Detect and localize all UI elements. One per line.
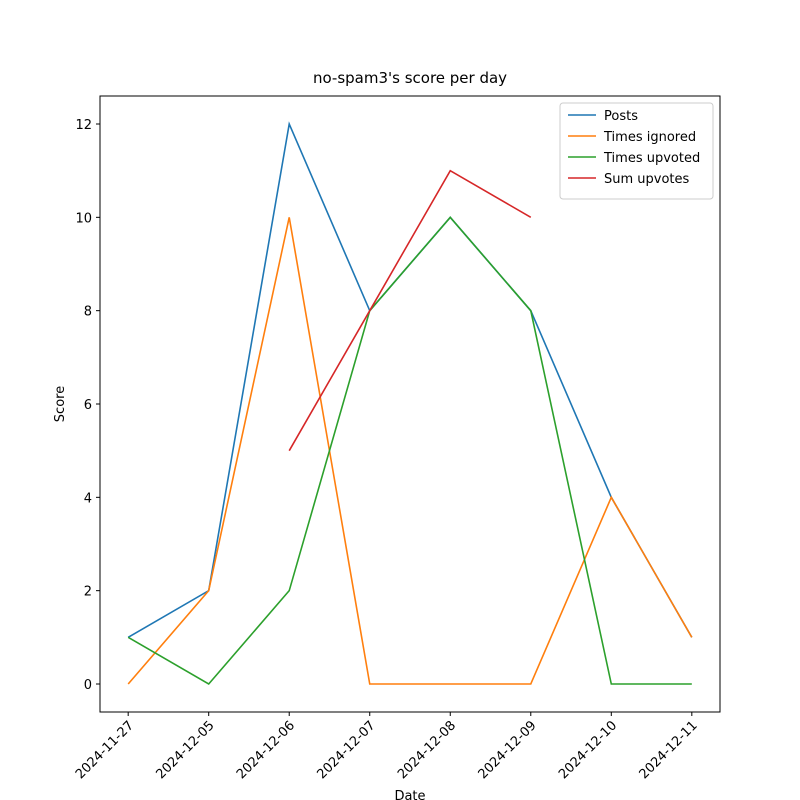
series-line <box>127 121 693 639</box>
y-tick-label: 0 <box>84 678 92 693</box>
x-tick-label: 2024-11-27 <box>73 718 137 782</box>
legend: Posts Times ignored Times upvoted Sum upvot… <box>559 102 714 200</box>
legend-label: Times ignored <box>603 130 696 145</box>
x-axis-label: Date <box>394 789 425 800</box>
x-tick-label: 2024-12-11 <box>637 718 701 782</box>
y-axis-label: Score <box>53 386 68 422</box>
y-tick-label: 10 <box>75 211 92 226</box>
y-tick-label: 6 <box>84 398 92 413</box>
legend-label: Sum upvotes <box>604 172 690 187</box>
x-tick-label: 2024-12-09 <box>476 718 540 782</box>
legend-label: Posts <box>604 109 638 124</box>
x-tick-label: 2024-12-08 <box>395 718 459 782</box>
x-tick-label: 2024-12-10 <box>556 718 620 782</box>
series-line <box>127 216 692 686</box>
series-line <box>288 169 532 452</box>
x-tick-label: 2024-12-06 <box>234 718 298 782</box>
y-tick-label: 8 <box>84 305 92 320</box>
series-line <box>127 217 693 685</box>
y-tick-label: 2 <box>84 585 92 600</box>
x-tick-label: 2024-12-07 <box>315 718 379 782</box>
legend-label: Times upvoted <box>603 151 700 166</box>
y-tick-label: 4 <box>84 491 92 506</box>
y-tick-label: 12 <box>75 118 92 133</box>
legend-box <box>559 102 714 200</box>
chart-title: no-spam3's score per day <box>313 69 507 87</box>
x-tick-label: 2024-12-05 <box>153 718 217 782</box>
plot-frame <box>99 95 721 713</box>
